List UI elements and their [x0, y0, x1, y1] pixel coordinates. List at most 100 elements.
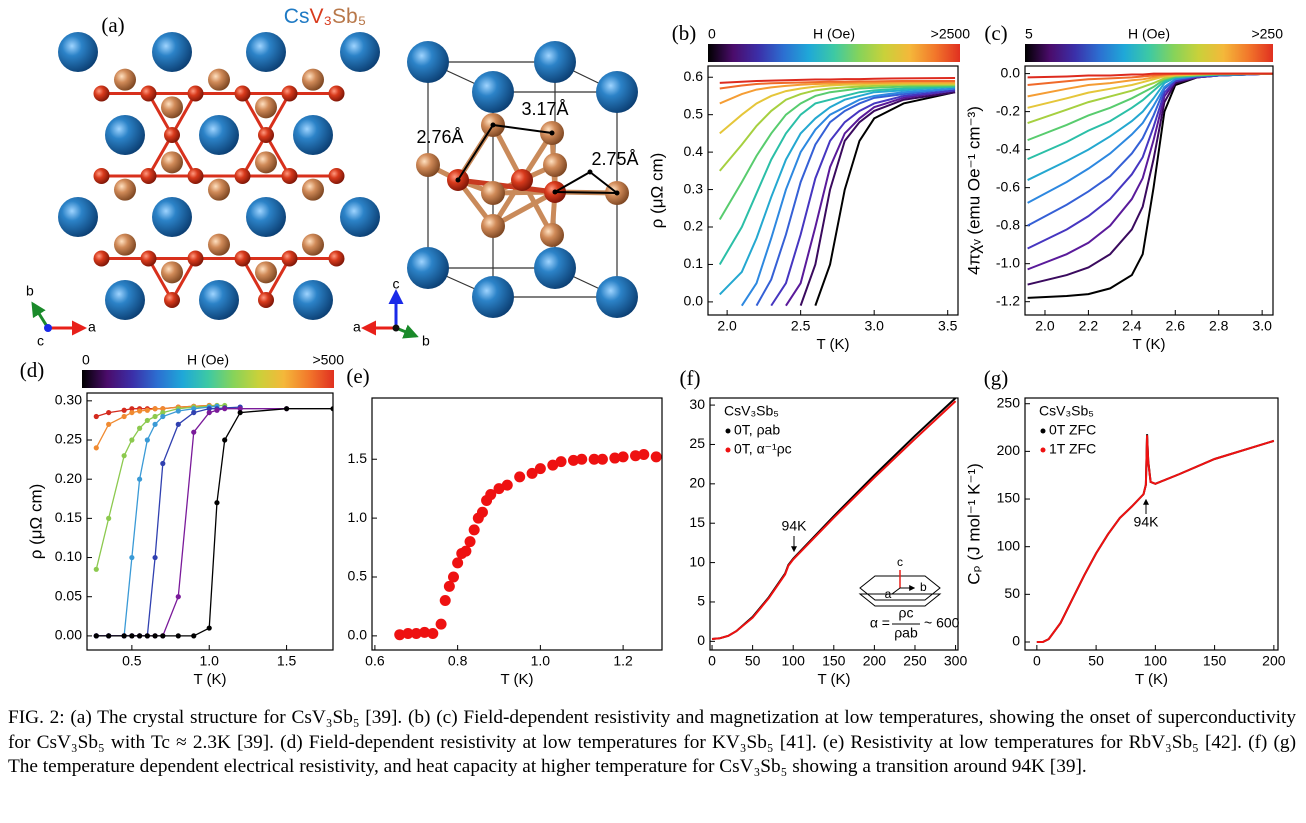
v-atom: [258, 292, 274, 308]
title-part: V₃: [309, 5, 332, 28]
x-tick-label: 3.5: [938, 318, 958, 334]
data-point: [526, 467, 538, 479]
v-atom: [187, 85, 204, 102]
legend-label: 1T ZFC: [1049, 441, 1096, 457]
series-line: [96, 406, 241, 637]
data-point: [468, 524, 480, 536]
data-point: [137, 408, 143, 414]
plot-frame: [707, 65, 959, 316]
data-point: [106, 421, 112, 427]
data-point: [129, 406, 135, 412]
data-point: [106, 515, 112, 521]
y-tick-label: -0.2: [996, 102, 1020, 118]
sb-atom: [416, 153, 440, 177]
colorbar: [82, 370, 334, 388]
data-point: [547, 459, 559, 471]
series-line: [740, 87, 956, 307]
y-tick-label: 1.5: [348, 450, 368, 466]
cs-atom: [199, 280, 239, 320]
data-point: [152, 421, 158, 427]
x-tick-label: 2.0: [717, 318, 737, 334]
inset-label: a: [885, 587, 892, 601]
panel-label: (b): [672, 21, 697, 45]
legend-marker: [1040, 447, 1046, 453]
data-point: [283, 406, 290, 412]
figure-caption: FIG. 2: (a) The crystal structure for Cs…: [8, 707, 1296, 777]
data-point: [650, 451, 662, 463]
cs-atom: [293, 115, 333, 155]
distance-line: [554, 171, 591, 193]
x-axis-label: T (K): [1132, 336, 1165, 353]
x-tick-label: 2.5: [791, 318, 811, 334]
data-point: [402, 628, 414, 640]
axis-origin: [44, 324, 52, 332]
data-point: [427, 628, 439, 640]
colorbar-min-label: 0: [708, 26, 716, 42]
data-point: [447, 571, 459, 583]
x-axis-label: T (K): [500, 671, 533, 688]
x-tick-label: 100: [782, 653, 806, 669]
data-point: [476, 506, 488, 518]
v-atom: [281, 168, 298, 184]
series-line: [96, 408, 333, 637]
formula: ~ 600: [924, 615, 960, 631]
v-atom: [281, 85, 298, 102]
series-line: [799, 91, 956, 306]
x-tick-label: 150: [822, 653, 846, 669]
data-point: [175, 408, 181, 414]
cs-atom: [58, 32, 98, 72]
sb-atom: [114, 178, 136, 201]
sb-atom: [302, 178, 324, 201]
y-tick-label: 0.0: [1001, 64, 1021, 80]
data-point: [121, 407, 127, 413]
formula: α =: [870, 615, 890, 631]
x-tick-label: 0.6: [365, 653, 385, 669]
sb-atom: [481, 181, 505, 205]
legend-title: CsV₃Sb₅: [1039, 403, 1094, 419]
v-atom: [140, 85, 157, 102]
v-atom: [328, 168, 345, 184]
data-point: [144, 407, 150, 413]
plot-frame: [86, 392, 334, 651]
title-part: Sb₅: [332, 5, 366, 28]
data-point: [214, 500, 220, 506]
v-atom: [187, 250, 204, 267]
series-line: [719, 81, 956, 105]
bond-length: 2.76Å: [416, 127, 463, 147]
series-line: [785, 89, 956, 307]
unit-cell: [407, 41, 638, 318]
data-point: [152, 413, 158, 420]
x-tick-label: 3.0: [1252, 318, 1272, 334]
data-point: [588, 453, 600, 465]
series-line: [719, 76, 956, 84]
sb-atom: [481, 214, 505, 238]
data-point: [160, 413, 166, 420]
data-point: [596, 453, 608, 465]
colorbar-min-label: 5: [1025, 26, 1033, 42]
cs-atom: [340, 32, 380, 72]
sb-atom: [161, 96, 183, 119]
y-tick-label: 0.0: [348, 627, 368, 643]
y-tick-label: 0.15: [55, 509, 82, 525]
data-point: [106, 633, 112, 639]
panel-label: (f): [680, 366, 701, 390]
x-tick-label: 2.8: [1209, 318, 1229, 334]
panel-label: (e): [346, 364, 369, 388]
series-line: [1036, 435, 1275, 643]
cs-atom: [340, 197, 380, 237]
sb-atom: [302, 233, 324, 256]
data-point: [609, 452, 621, 464]
legend-label: 0T ZFC: [1049, 422, 1096, 438]
series-line: [718, 85, 956, 265]
cs-atom: [105, 280, 145, 320]
y-tick-label: 10: [689, 553, 705, 569]
y-tick-label: 0: [1012, 633, 1020, 649]
cs-atom: [596, 71, 638, 113]
y-tick-label: 25: [689, 435, 705, 451]
panel-label: (a): [101, 13, 124, 37]
x-tick-label: 1.5: [277, 653, 297, 669]
axis-letter: a: [88, 319, 96, 335]
bond: [457, 177, 556, 195]
x-tick-label: 2.6: [1166, 318, 1186, 334]
v-atom: [93, 85, 110, 102]
